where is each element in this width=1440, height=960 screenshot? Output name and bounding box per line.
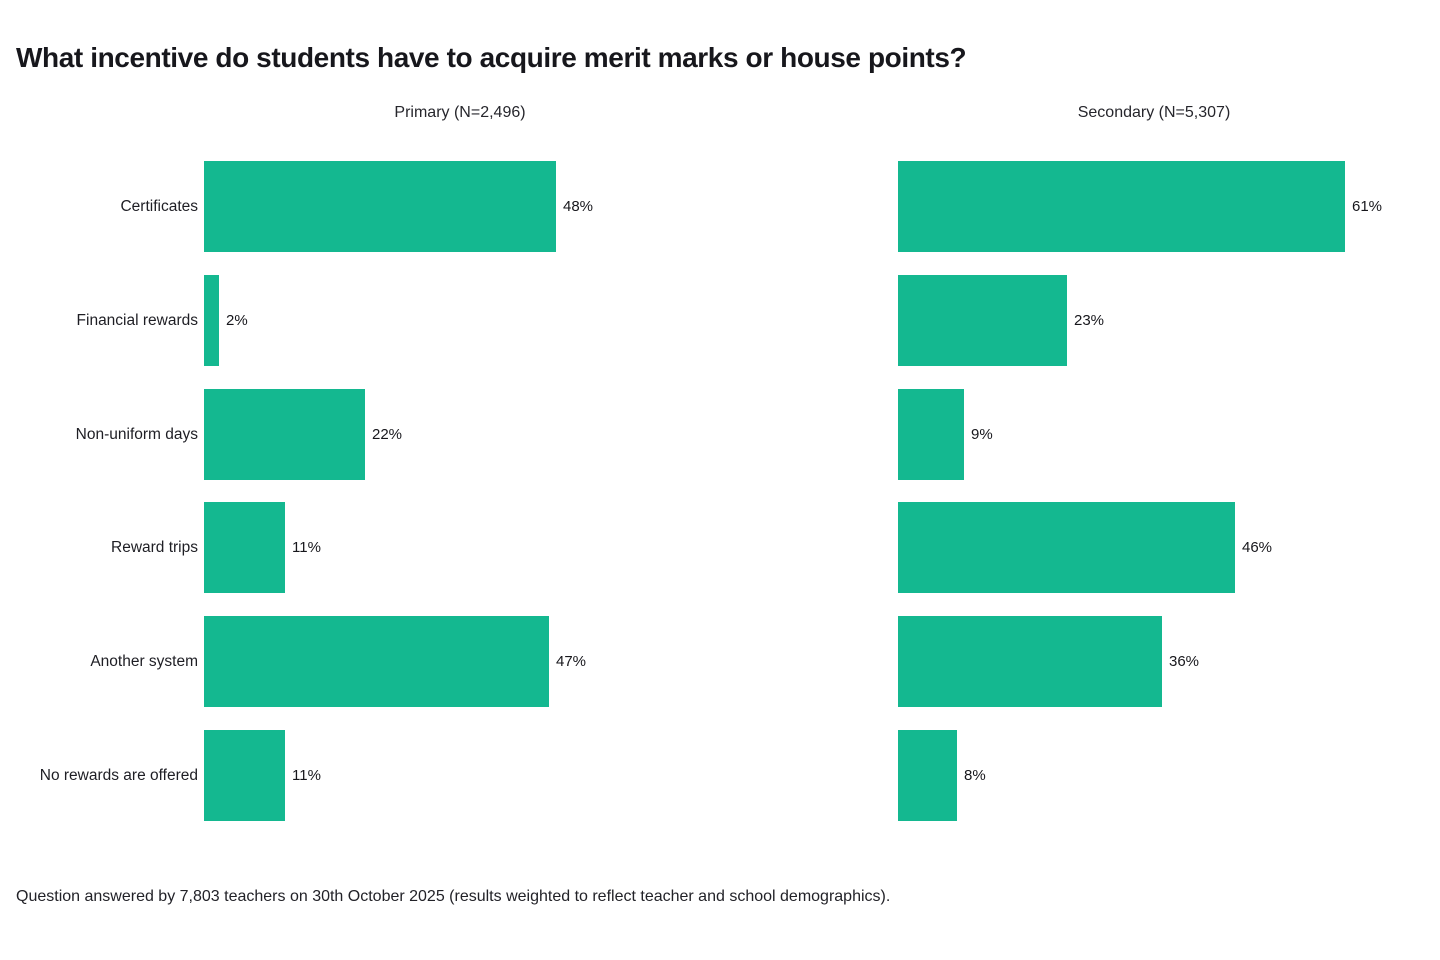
chart-row-certificates: Certificates 48% 61% bbox=[0, 161, 1440, 252]
value-label-primary-non-uniform-days: 22% bbox=[372, 426, 403, 443]
column-header-primary: Primary (N=2,496) bbox=[394, 104, 526, 121]
category-label-financial-rewards: Financial rewards bbox=[76, 311, 198, 329]
bar-primary-financial-rewards bbox=[204, 275, 219, 366]
bar-secondary-non-uniform-days bbox=[898, 389, 964, 480]
value-label-primary-certificates: 48% bbox=[563, 198, 594, 215]
category-label-certificates: Certificates bbox=[120, 197, 198, 215]
bar-primary-non-uniform-days bbox=[204, 389, 365, 480]
chart-row-another-system: Another system 47% 36% bbox=[0, 616, 1440, 707]
value-label-secondary-financial-rewards: 23% bbox=[1074, 312, 1105, 329]
bar-secondary-another-system bbox=[898, 616, 1162, 707]
value-label-primary-another-system: 47% bbox=[556, 653, 587, 670]
bar-secondary-no-rewards-are-offered bbox=[898, 730, 957, 821]
value-label-secondary-no-rewards-are-offered: 8% bbox=[964, 767, 986, 784]
chart-row-financial-rewards: Financial rewards 2% 23% bbox=[0, 275, 1440, 366]
chart-footnote: Question answered by 7,803 teachers on 3… bbox=[16, 888, 891, 905]
bar-primary-certificates bbox=[204, 161, 556, 252]
value-label-primary-financial-rewards: 2% bbox=[226, 312, 248, 329]
value-label-primary-reward-trips: 11% bbox=[292, 539, 321, 556]
column-header-secondary: Secondary (N=5,307) bbox=[1077, 104, 1231, 121]
category-label-non-uniform-days: Non-uniform days bbox=[75, 425, 198, 443]
category-label-no-rewards-are-offered: No rewards are offered bbox=[39, 766, 198, 784]
chart-row-no-rewards-are-offered: No rewards are offered 11% 8% bbox=[0, 730, 1440, 821]
bar-primary-no-rewards-are-offered bbox=[204, 730, 285, 821]
value-label-secondary-reward-trips: 46% bbox=[1242, 539, 1273, 556]
bar-secondary-certificates bbox=[898, 161, 1345, 252]
category-label-reward-trips: Reward trips bbox=[111, 538, 198, 556]
chart-row-non-uniform-days: Non-uniform days 22% 9% bbox=[0, 389, 1440, 480]
category-label-another-system: Another system bbox=[90, 652, 198, 670]
value-label-secondary-non-uniform-days: 9% bbox=[971, 426, 993, 443]
chart-row-reward-trips: Reward trips 11% 46% bbox=[0, 502, 1440, 593]
value-label-secondary-another-system: 36% bbox=[1169, 653, 1200, 670]
value-label-primary-no-rewards-are-offered: 11% bbox=[292, 767, 321, 784]
bar-secondary-financial-rewards bbox=[898, 275, 1067, 366]
bar-primary-reward-trips bbox=[204, 502, 285, 593]
bar-primary-another-system bbox=[204, 616, 549, 707]
value-label-secondary-certificates: 61% bbox=[1352, 198, 1383, 215]
chart-title: What incentive do students have to acqui… bbox=[16, 42, 967, 73]
bar-secondary-reward-trips bbox=[898, 502, 1235, 593]
